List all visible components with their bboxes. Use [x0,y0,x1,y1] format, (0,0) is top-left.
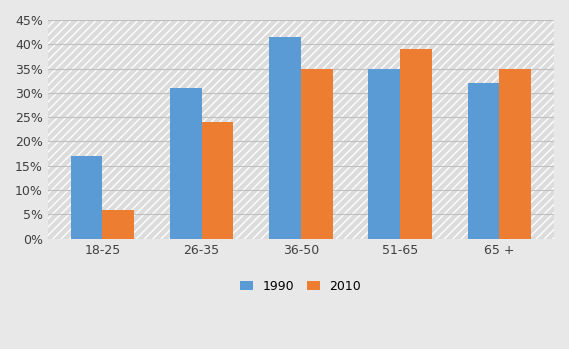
Bar [170,88,201,239]
Bar [468,83,499,239]
Bar [368,69,400,239]
Bar [102,209,134,239]
Bar [48,20,554,239]
Bar [499,69,531,239]
Legend: 1990, 2010: 1990, 2010 [236,275,366,298]
Bar [400,49,432,239]
Bar [201,122,233,239]
Bar [301,69,333,239]
Bar [269,37,301,239]
Bar [71,156,102,239]
